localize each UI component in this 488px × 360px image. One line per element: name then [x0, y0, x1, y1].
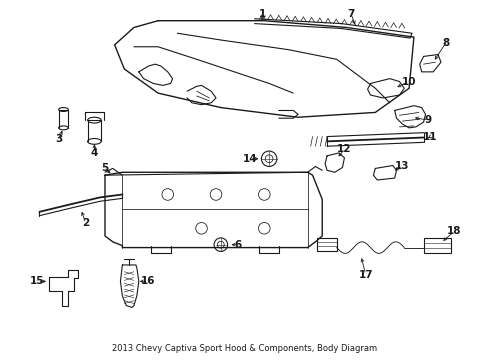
Text: 8: 8	[441, 38, 448, 48]
Text: 4: 4	[90, 148, 98, 158]
Text: 12: 12	[337, 144, 351, 154]
Bar	[317, 238, 336, 251]
Text: 16: 16	[141, 276, 155, 286]
Text: 14: 14	[242, 154, 257, 164]
Text: 11: 11	[422, 131, 437, 141]
Text: 2: 2	[82, 219, 89, 229]
Bar	[423, 238, 450, 253]
Text: 18: 18	[447, 226, 461, 236]
Text: 6: 6	[234, 240, 242, 250]
Text: 15: 15	[30, 276, 44, 286]
Text: 1: 1	[258, 9, 265, 19]
Text: 2013 Chevy Captiva Sport Hood & Components, Body Diagram: 2013 Chevy Captiva Sport Hood & Componen…	[112, 344, 376, 353]
Text: 7: 7	[347, 9, 354, 19]
Text: 10: 10	[401, 77, 415, 86]
Text: 5: 5	[101, 163, 108, 174]
Text: 17: 17	[358, 270, 372, 280]
Text: 3: 3	[55, 134, 62, 144]
Text: 13: 13	[394, 161, 409, 171]
Text: 9: 9	[424, 115, 431, 125]
